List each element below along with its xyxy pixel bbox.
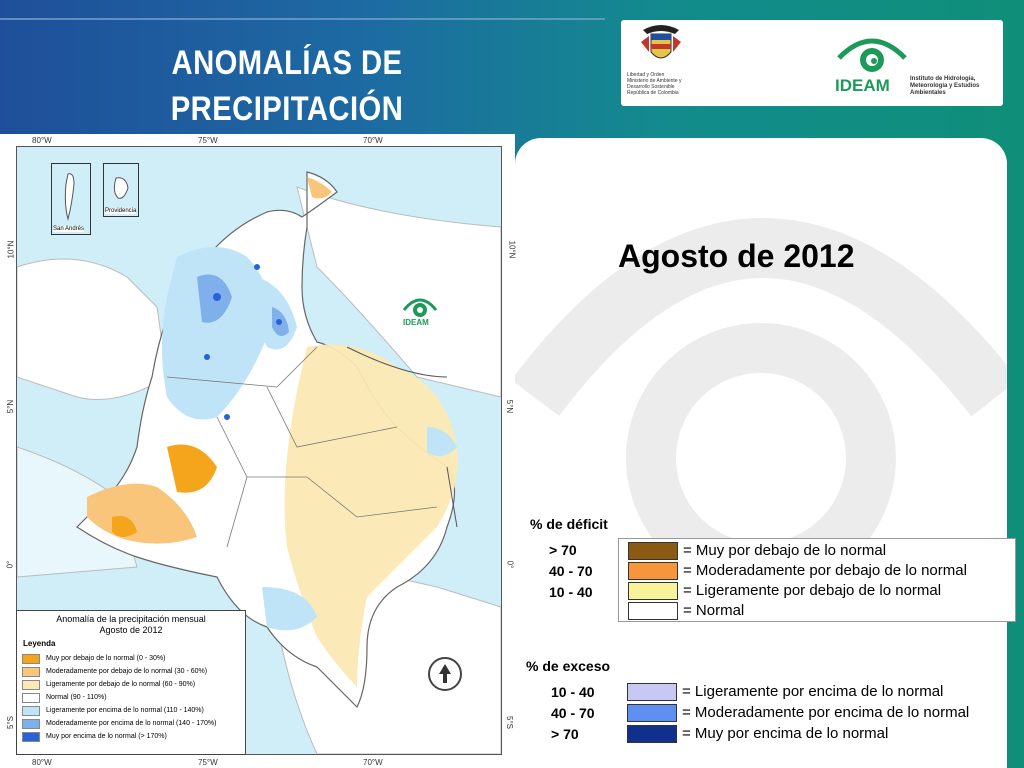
swatch-deficit-slight bbox=[628, 582, 678, 600]
providencia-label: Providencia bbox=[105, 208, 137, 214]
map-legend-subtitle: Agosto de 2012 bbox=[99, 625, 163, 635]
excess-range-3: > 70 bbox=[551, 726, 579, 742]
ministry-text: Libertad y Orden Ministerio de Ambiente … bbox=[627, 72, 682, 96]
swatch-normal bbox=[628, 602, 678, 620]
map-legend-label: Moderadamente por encima de lo normal (1… bbox=[46, 720, 217, 727]
title-line-2: PRECIPITACIÓN bbox=[170, 90, 404, 128]
deficit-label-2: = Moderadamente por debajo de lo normal bbox=[683, 562, 967, 579]
page-title: ANOMALÍAS DE PRECIPITACIÓN bbox=[154, 40, 421, 132]
deficit-label-4: = Normal bbox=[683, 602, 745, 619]
lon-label-75w-bottom: 75°W bbox=[198, 758, 218, 767]
logos-banner: Libertad y Orden Ministerio de Ambiente … bbox=[621, 20, 1003, 106]
map-legend-label: Normal (90 - 110%) bbox=[46, 694, 107, 701]
lon-label-80w: 80°W bbox=[32, 136, 52, 145]
san-andres-inset bbox=[51, 163, 91, 235]
lat-label-5s-right: 5°S bbox=[504, 716, 514, 729]
excess-label-3: = Muy por encima de lo normal bbox=[682, 725, 889, 742]
month-heading: Agosto de 2012 bbox=[618, 238, 855, 274]
map-legend-label: Moderadamente por debajo de lo normal (3… bbox=[46, 668, 208, 675]
lat-label-5n-right: 5°N bbox=[505, 399, 515, 414]
deficit-label-1: = Muy por debajo de lo normal bbox=[683, 542, 887, 559]
map-legend-swatch bbox=[22, 693, 40, 703]
excess-label-1: = Ligeramente por encima de lo normal bbox=[682, 683, 944, 700]
ideam-wordmark: IDEAM bbox=[835, 76, 890, 95]
deficit-title: % de déficit bbox=[530, 516, 608, 532]
map-legend-label: Ligeramente por encima de lo normal (110… bbox=[46, 707, 204, 714]
map-legend-swatch bbox=[22, 732, 40, 742]
lat-label-5s: 5°S bbox=[5, 716, 15, 729]
header-divider bbox=[0, 18, 605, 20]
swatch-excess-moderate bbox=[627, 704, 677, 722]
title-line-1: ANOMALÍAS DE bbox=[171, 44, 403, 82]
lat-label-5n: 5°N bbox=[6, 399, 16, 414]
swatch-excess-slight bbox=[627, 683, 677, 701]
excess-range-1: 10 - 40 bbox=[551, 684, 595, 700]
swatch-deficit-high bbox=[628, 542, 678, 560]
map-legend-label: Muy por debajo de lo normal (0 - 30%) bbox=[46, 655, 166, 662]
lon-label-75w: 75°W bbox=[198, 136, 218, 145]
map-legend-swatch bbox=[22, 719, 40, 729]
lat-label-10n-right: 10°N bbox=[507, 240, 517, 259]
excess-legend: = Ligeramente por encima de lo normal = … bbox=[618, 680, 1004, 746]
ideam-logo-icon bbox=[837, 38, 907, 72]
lon-label-80w-bottom: 80°W bbox=[32, 758, 52, 767]
providencia-island-shape bbox=[113, 177, 129, 199]
colombia-map-drawing bbox=[17, 171, 501, 754]
lat-label-0-right: 0° bbox=[505, 560, 515, 569]
map-legend: Anomalía de la precipitación mensual Ago… bbox=[16, 610, 246, 755]
san-andres-island-shape bbox=[64, 173, 75, 221]
excess-label-2: = Moderadamente por encima de lo normal bbox=[682, 704, 970, 721]
map-ideam-logo-icon bbox=[402, 298, 438, 317]
map-legend-swatch bbox=[22, 680, 40, 690]
excess-title: % de exceso bbox=[526, 658, 611, 674]
lat-label-0: 0° bbox=[5, 560, 15, 569]
san-andres-label: San Andrés bbox=[53, 226, 85, 232]
deficit-legend: = Muy por debajo de lo normal = Moderada… bbox=[618, 538, 1016, 622]
map-legend-label: Muy por encima de lo normal (> 170%) bbox=[46, 733, 167, 740]
deficit-range-3: 10 - 40 bbox=[549, 584, 593, 600]
map-legend-title: Anomalía de la precipitación mensual bbox=[56, 614, 206, 624]
deficit-range-1: > 70 bbox=[549, 542, 577, 558]
map-legend-swatch bbox=[22, 654, 40, 664]
swatch-deficit-moderate bbox=[628, 562, 678, 580]
deficit-label-3: = Ligeramente por debajo de lo normal bbox=[683, 582, 942, 599]
lat-label-10n: 10°N bbox=[6, 240, 16, 259]
map-legend-label: Ligeramente por debajo de lo normal (60 … bbox=[46, 681, 196, 688]
excess-range-2: 40 - 70 bbox=[551, 705, 595, 721]
content-panel bbox=[515, 138, 1007, 768]
deficit-range-2: 40 - 70 bbox=[549, 563, 593, 579]
map-legend-swatch bbox=[22, 706, 40, 716]
colombia-coat-of-arms-icon bbox=[641, 25, 681, 59]
lon-label-70w-bottom: 70°W bbox=[363, 758, 383, 767]
map-legend-swatch bbox=[22, 667, 40, 677]
lon-label-70w: 70°W bbox=[363, 136, 383, 145]
north-arrow-icon bbox=[428, 657, 462, 691]
ideam-fullname: Instituto de Hidrología, Meteorología y … bbox=[910, 76, 980, 96]
swatch-excess-high bbox=[627, 725, 677, 743]
map-legend-head: Leyenda bbox=[23, 639, 56, 648]
map-ideam-label: IDEAM bbox=[403, 318, 429, 327]
